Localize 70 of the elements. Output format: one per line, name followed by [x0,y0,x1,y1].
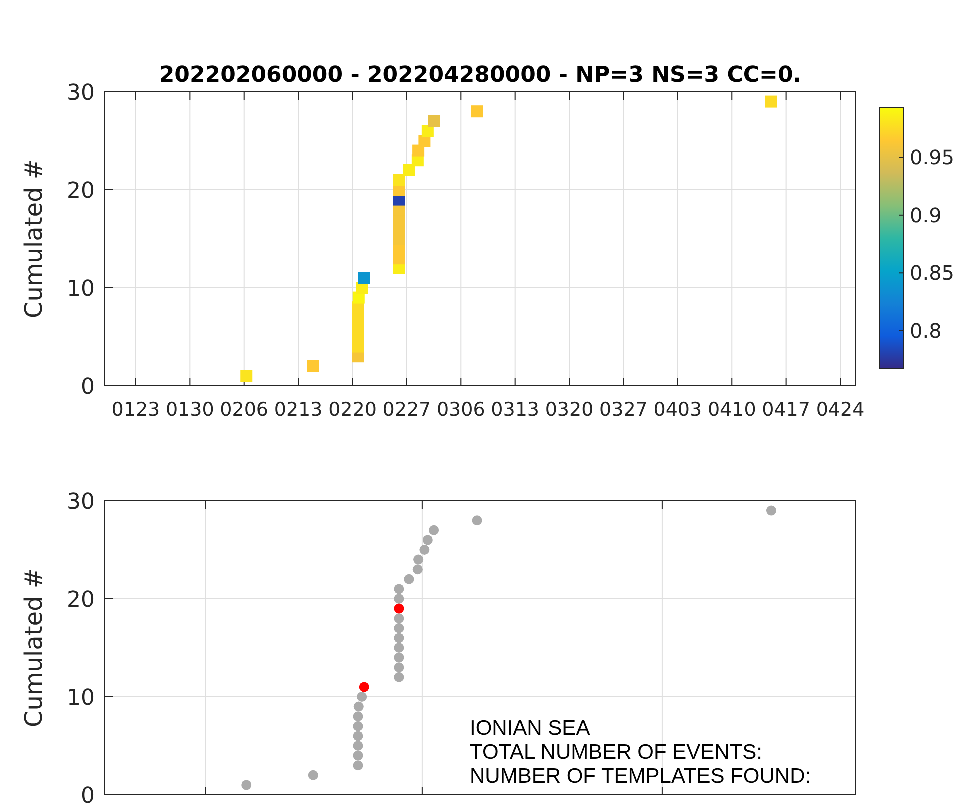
color-bar-label: 0.8 [910,318,942,343]
point [393,174,406,186]
annotation: TOTAL NUMBER OF EVENTS: [470,741,762,764]
x-tick-label: 0227 [382,399,432,421]
x-tick-label: 0213 [274,399,323,421]
annotation: IONIAN SEA [470,717,590,740]
x-tick-label: 0130 [166,399,214,421]
chart-title: 202202060000 - 202204280000 - NP=3 NS=3 CC=0. [159,63,802,88]
point [394,652,404,663]
point [412,564,423,575]
point [353,731,364,742]
point [394,584,404,594]
x-tick-label: 0403 [654,399,702,421]
annotation: NUMBER OF TEMPLATES FOUND: [470,765,812,788]
y-tick-label: 0 [81,784,95,809]
point [308,770,318,780]
x-tick-label: 0123 [112,399,160,421]
y-axis-title: Cumulated # [20,568,48,728]
point [353,750,364,761]
y-tick-label: 10 [67,277,95,302]
point [394,633,404,644]
y-tick-label: 20 [67,179,95,204]
point [357,692,368,702]
point [403,164,416,176]
point [429,525,440,536]
x-tick-label: 0220 [328,399,377,421]
point [420,545,430,555]
point [394,643,404,653]
y-axis-title: Cumulated # [20,159,48,319]
x-tick-label: 0313 [491,399,540,421]
color-bar-label: 0.9 [910,203,942,228]
point [765,96,778,108]
y-tick-label: 30 [67,81,95,106]
y-tick-label: 20 [67,588,95,613]
point [354,702,364,712]
point [353,721,364,732]
point [394,594,404,604]
point [766,506,776,516]
point [394,614,404,624]
point [359,682,370,692]
x-tick-label: 0327 [600,399,648,421]
point [394,623,404,634]
point [353,760,364,771]
point [242,780,252,790]
y-tick-label: 10 [67,686,95,711]
point [394,604,404,614]
point [394,672,404,682]
x-tick-label: 0410 [708,399,756,421]
point [412,144,425,157]
point [428,115,440,128]
point [414,554,424,565]
point [394,662,404,673]
y-tick-label: 0 [81,375,95,400]
point [358,272,370,284]
x-tick-label: 0306 [436,399,486,421]
point [353,741,364,751]
x-tick-label: 0417 [762,399,810,421]
x-tick-label: 0424 [816,399,865,421]
color-bar-label: 0.95 [910,146,955,170]
point [353,712,364,722]
x-tick-label: 0206 [220,399,269,421]
point [307,360,320,372]
point [422,535,433,546]
x-tick-label: 0320 [545,399,594,421]
point [471,106,484,118]
point [472,516,482,526]
y-tick-label: 30 [67,490,95,515]
point [240,370,253,382]
point [404,574,414,584]
color-bar-label: 0.85 [910,261,955,286]
